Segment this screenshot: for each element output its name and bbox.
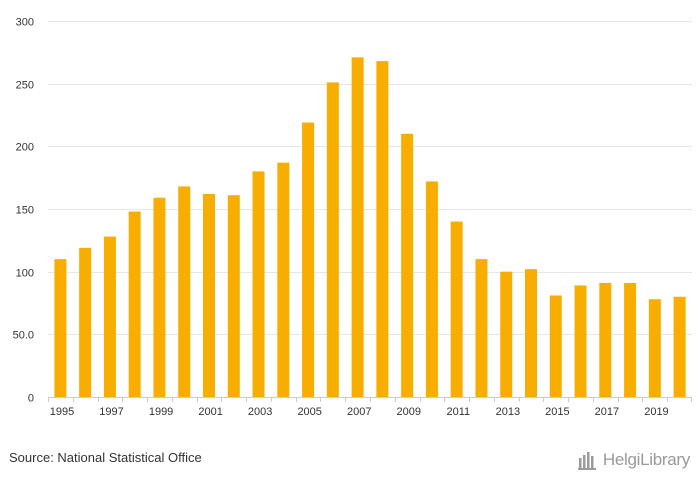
bar-2020[interactable] — [673, 296, 686, 397]
x-tick-label: 2013 — [496, 406, 520, 418]
y-tick-label: 150 — [16, 205, 34, 217]
bar-2006[interactable] — [326, 82, 339, 397]
x-tick-label: 2001 — [198, 406, 222, 418]
bar-series — [54, 57, 686, 398]
bar-chart: 0 50.0 100 150 200 250 300 1995 1997 1999 2001 200… — [13, 17, 692, 418]
brand-logo[interactable]: HelgiLibrary — [577, 447, 690, 473]
chart-footer: Source: National Statistical Office Helg… — [0, 440, 700, 483]
x-tick-label: 2007 — [347, 406, 371, 418]
bar-2010[interactable] — [425, 181, 438, 397]
bar-2017[interactable] — [599, 282, 612, 397]
x-tick-label: 2011 — [446, 406, 470, 418]
bar-2007[interactable] — [351, 57, 364, 397]
bar-2014[interactable] — [525, 269, 537, 397]
x-tick-label: 2009 — [397, 406, 421, 418]
x-tick-label: 1995 — [50, 406, 74, 418]
bar-2019[interactable] — [648, 299, 661, 397]
bar-2012[interactable] — [475, 259, 488, 397]
bar-2000[interactable] — [178, 186, 191, 397]
brand-name: HelgiLibrary — [602, 450, 690, 469]
bar-2004[interactable] — [277, 162, 290, 397]
gridlines — [48, 21, 692, 335]
bar-2001[interactable] — [203, 193, 215, 397]
bar-2009[interactable] — [401, 133, 414, 398]
bar-2015[interactable] — [549, 295, 562, 397]
bar-2018[interactable] — [624, 282, 637, 397]
x-tick-label: 2003 — [248, 406, 272, 418]
bar-1998[interactable] — [128, 211, 141, 397]
bar-1996[interactable] — [79, 247, 92, 397]
bar-2011[interactable] — [450, 221, 463, 397]
source-note: Source: National Statistical Office — [9, 450, 202, 465]
x-axis: 1995 1997 1999 2001 2003 2005 2007 2009 2011 2013… — [48, 397, 692, 418]
y-tick-label: 0 — [28, 393, 34, 405]
x-tick-label: 1997 — [99, 406, 123, 418]
bar-2002[interactable] — [227, 195, 240, 397]
x-tick-label: 2015 — [545, 406, 569, 418]
bar-1995[interactable] — [54, 259, 67, 397]
x-tick-label: 1999 — [149, 406, 173, 418]
bar-2005[interactable] — [302, 122, 315, 398]
bar-1999[interactable] — [153, 197, 166, 397]
y-tick-label: 50.0 — [13, 330, 34, 342]
bar-2013[interactable] — [500, 271, 513, 397]
bar-2016[interactable] — [574, 285, 587, 397]
x-tick-label: 2019 — [644, 406, 668, 418]
y-tick-label: 100 — [16, 268, 34, 280]
bar-2008[interactable] — [376, 61, 389, 398]
y-tick-label: 300 — [16, 17, 34, 29]
x-tick-label: 2005 — [297, 406, 321, 418]
library-icon — [577, 452, 596, 470]
x-tick-label: 2017 — [595, 406, 619, 418]
y-tick-label: 200 — [16, 142, 34, 154]
bar-2003[interactable] — [252, 171, 265, 397]
bar-1997[interactable] — [103, 236, 116, 397]
y-axis-ticks: 0 50.0 100 150 200 250 300 — [13, 17, 34, 405]
y-tick-label: 250 — [16, 80, 34, 92]
